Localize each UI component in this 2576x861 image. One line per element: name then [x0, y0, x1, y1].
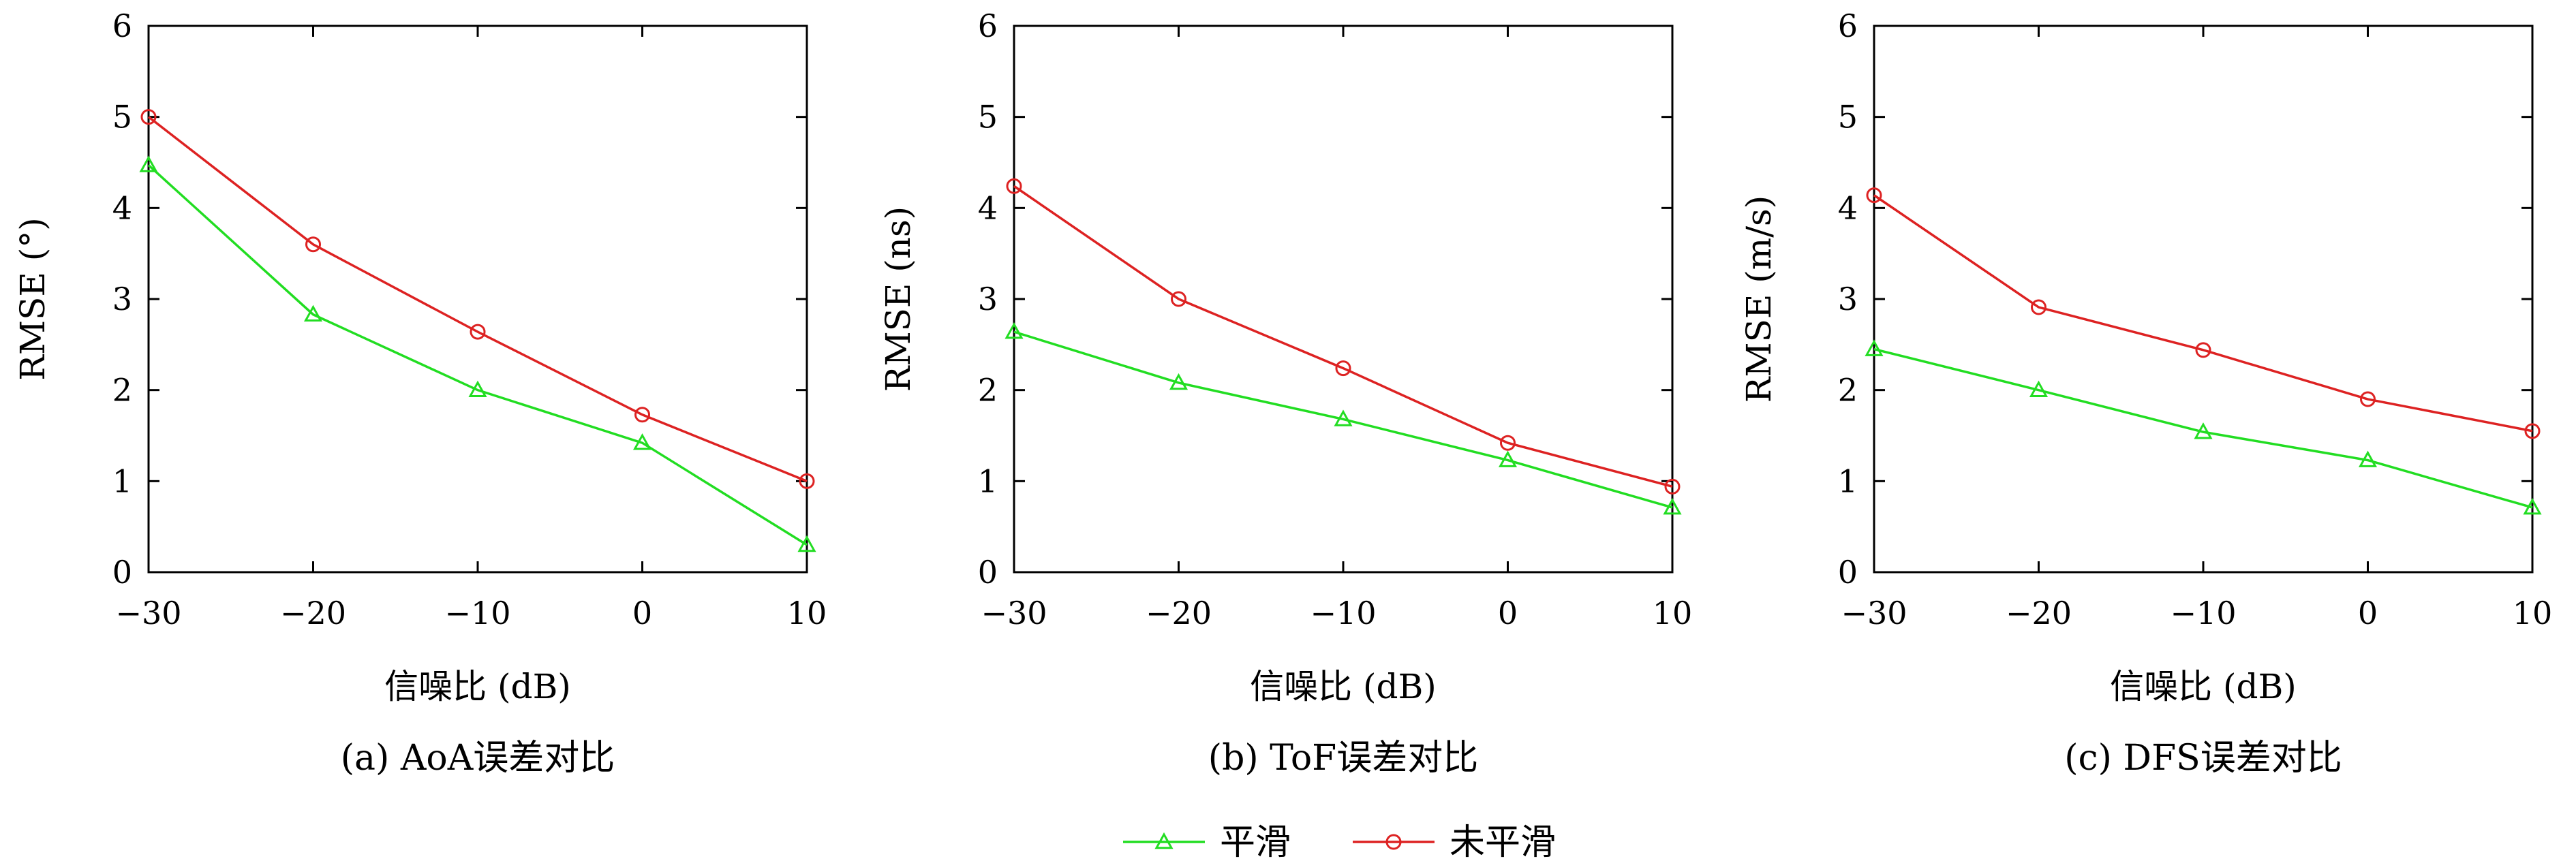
data-point-unsmoothed: [470, 324, 486, 340]
y-tick-label: 4: [978, 189, 998, 226]
y-tick-label: 3: [978, 281, 998, 317]
y-tick-label: 5: [978, 99, 998, 136]
data-point-smoothed: [2194, 422, 2213, 439]
x-tick-label: −10: [2170, 595, 2236, 631]
data-point-unsmoothed: [1006, 178, 1022, 194]
x-tick-label: −30: [1841, 595, 1907, 631]
y-axis-label: RMSE (ns): [878, 206, 918, 392]
x-tick-label: −20: [1146, 595, 1212, 631]
panel-caption: (b) ToF误差对比: [1208, 738, 1478, 779]
legend-item-2: 未平滑: [1353, 822, 1556, 861]
data-point-smoothed: [797, 535, 816, 552]
y-tick-label: 5: [1838, 99, 1858, 136]
data-point-unsmoothed: [1866, 187, 1882, 204]
data-point-smoothed: [1005, 322, 1024, 339]
x-tick-label: 0: [2358, 595, 2378, 631]
legend: 平滑 未平滑: [1123, 822, 1556, 861]
data-point-unsmoothed: [1500, 435, 1516, 451]
x-tick-label: 10: [1653, 595, 1693, 631]
x-tick-label: −20: [280, 595, 346, 631]
data-point-smoothed: [1663, 498, 1682, 515]
data-point-smoothed: [139, 155, 158, 172]
y-axis-label: RMSE (°): [13, 217, 52, 381]
data-point-unsmoothed: [2360, 391, 2376, 407]
data-point-smoothed: [303, 304, 323, 322]
legend-label: 平滑: [1220, 822, 1291, 861]
data-point-smoothed: [468, 380, 487, 397]
y-tick-label: 6: [978, 7, 998, 44]
chart-panel-3: 0 1 2 3 4 5 6 −30 −20 −10 0 10 信噪比 (dB) RMSE (m/s) (c)…: [1739, 7, 2552, 779]
chart-panel-1: 0 1 2 3 4 5 6 −30 −20 −10 0 10 信噪比 (dB) RMSE (°) (a) A…: [13, 7, 827, 779]
x-axis-label: 信噪比 (dB): [2110, 667, 2297, 706]
y-tick-label: 1: [112, 463, 132, 499]
y-tick-label: 3: [1838, 281, 1858, 317]
y-tick-label: 1: [1838, 463, 1858, 499]
x-tick-label: −30: [981, 595, 1047, 631]
y-tick-label: 5: [112, 99, 132, 136]
y-tick-label: 0: [978, 554, 998, 591]
series-line-unsmoothed: [1013, 185, 1673, 488]
data-point-smoothed: [1498, 450, 1518, 467]
x-axis-label: 信噪比 (dB): [1250, 667, 1437, 706]
data-point-smoothed: [2523, 498, 2542, 515]
data-point-smoothed: [1169, 373, 1189, 390]
y-tick-label: 3: [112, 281, 132, 317]
legend-item-1: 平滑: [1123, 822, 1291, 861]
x-tick-label: −10: [1310, 595, 1376, 631]
series-line-smoothed: [1013, 330, 1673, 509]
data-point-unsmoothed: [305, 236, 321, 253]
y-tick-label: 1: [978, 463, 998, 499]
data-point-unsmoothed: [634, 407, 650, 423]
data-point-unsmoothed: [2031, 299, 2046, 315]
y-axis-label: RMSE (m/s): [1739, 195, 1779, 403]
data-point-unsmoothed: [1171, 291, 1186, 307]
series-line-unsmoothed: [147, 116, 808, 482]
series-line-unsmoothed: [1873, 194, 2533, 433]
y-tick-label: 0: [112, 554, 132, 591]
y-tick-label: 6: [112, 7, 132, 44]
data-point-unsmoothed: [2524, 423, 2541, 439]
x-tick-label: 10: [2513, 595, 2553, 631]
x-tick-label: 10: [787, 595, 827, 631]
legend-label: 未平滑: [1450, 822, 1556, 861]
y-tick-label: 2: [978, 372, 998, 409]
x-tick-label: −30: [115, 595, 181, 631]
chart-panel-2: 0 1 2 3 4 5 6 −30 −20 −10 0 10 信噪比 (dB) RMSE (ns) (b) …: [878, 7, 1692, 779]
x-axis-label: 信噪比 (dB): [384, 667, 571, 706]
data-point-unsmoothed: [1335, 360, 1351, 377]
data-point-smoothed: [1865, 339, 1884, 356]
y-tick-label: 6: [1838, 7, 1858, 44]
y-tick-label: 4: [112, 189, 132, 226]
series-line-smoothed: [1873, 347, 2533, 509]
data-point-smoothed: [1334, 409, 1353, 426]
x-tick-label: −10: [444, 595, 510, 631]
legend-marker: [1154, 832, 1174, 849]
plot-frame: [1873, 25, 2534, 574]
legend-marker: [1385, 834, 1402, 850]
data-point-smoothed: [2358, 450, 2378, 467]
data-point-unsmoothed: [799, 473, 815, 489]
x-tick-label: −20: [2006, 595, 2072, 631]
x-tick-label: 0: [1498, 595, 1518, 631]
y-tick-label: 2: [112, 372, 132, 409]
plot-frame: [1013, 25, 1674, 574]
y-tick-label: 4: [1838, 189, 1858, 226]
data-point-smoothed: [632, 433, 652, 450]
x-tick-label: 0: [632, 595, 652, 631]
data-point-unsmoothed: [2195, 342, 2211, 358]
y-tick-label: 0: [1838, 554, 1858, 591]
plot-frame: [147, 25, 808, 574]
data-point-smoothed: [2029, 380, 2049, 397]
data-point-unsmoothed: [140, 109, 157, 125]
panel-caption: (c) DFS误差对比: [2064, 738, 2342, 779]
series-line-smoothed: [147, 164, 808, 546]
y-tick-label: 2: [1838, 372, 1858, 409]
data-point-unsmoothed: [1664, 478, 1681, 495]
panel-caption: (a) AoA误差对比: [341, 738, 615, 779]
